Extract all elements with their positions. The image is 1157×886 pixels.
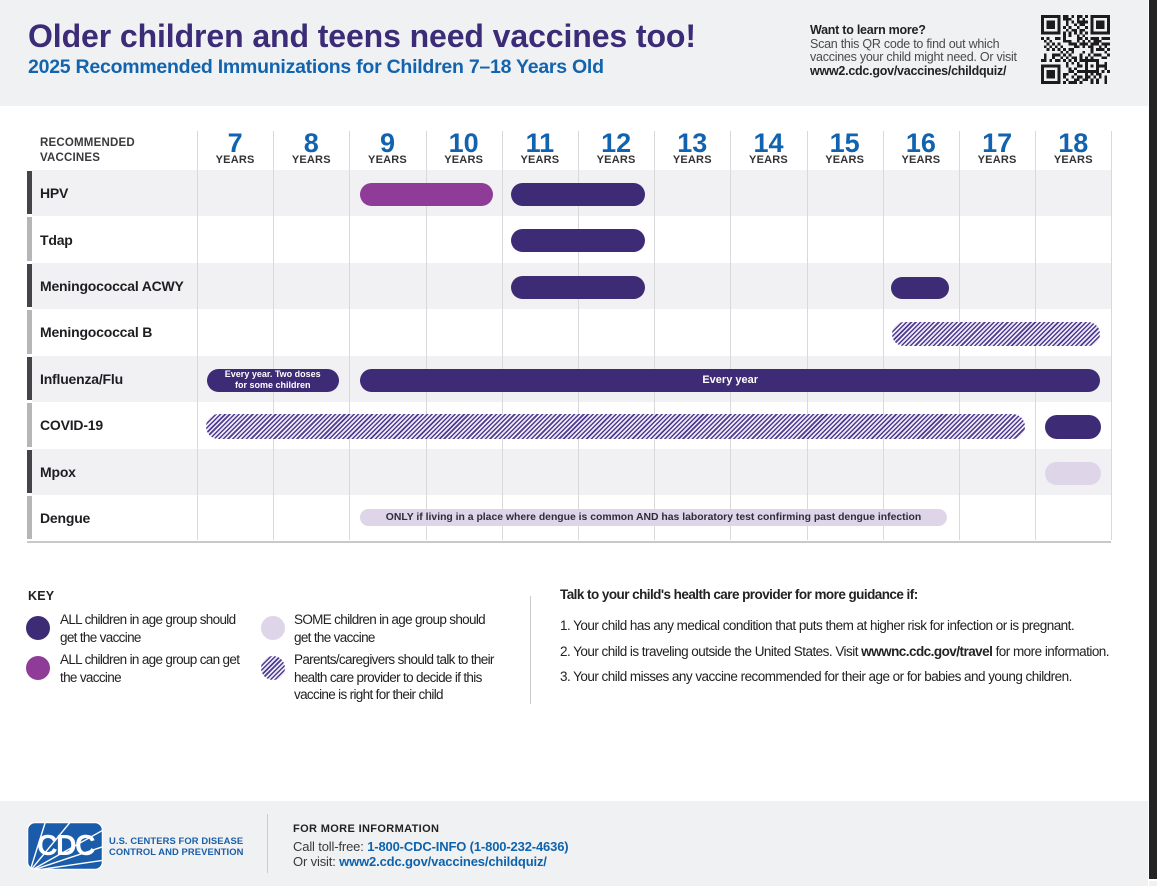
svg-text:CDC: CDC [37,830,95,862]
